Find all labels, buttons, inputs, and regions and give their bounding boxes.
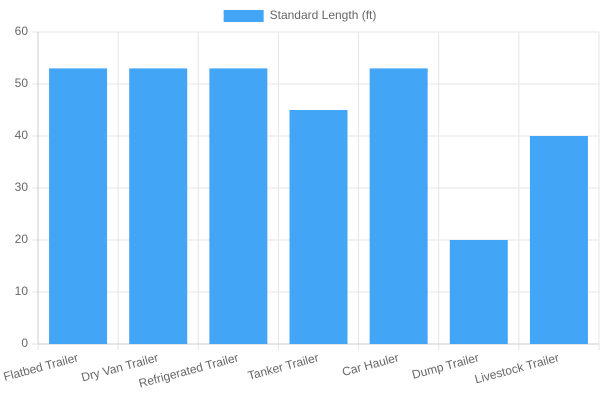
x-tick-label: Tanker Trailer	[246, 350, 320, 382]
y-tick-label: 50	[15, 76, 29, 90]
y-tick-label: 10	[15, 284, 29, 298]
legend-label: Standard Length (ft)	[270, 8, 377, 22]
y-tick-label: 30	[15, 180, 29, 194]
bar	[529, 136, 588, 344]
bar	[49, 68, 108, 345]
bar	[129, 68, 188, 345]
x-tick-label: Livestock Trailer	[473, 350, 560, 386]
y-tick-label: 60	[15, 24, 29, 38]
y-tick-label: 40	[15, 128, 29, 142]
legend-swatch	[223, 10, 264, 22]
bar	[209, 68, 268, 345]
x-tick-label: Flatbed Trailer	[2, 350, 80, 383]
bar	[449, 240, 508, 344]
bar	[369, 68, 428, 345]
x-tick-label: Car Hauler	[341, 350, 401, 379]
y-tick-label: 0	[21, 336, 28, 350]
x-tick-label: Dump Trailer	[410, 350, 480, 381]
y-tick-label: 20	[15, 232, 29, 246]
bar	[289, 110, 348, 344]
